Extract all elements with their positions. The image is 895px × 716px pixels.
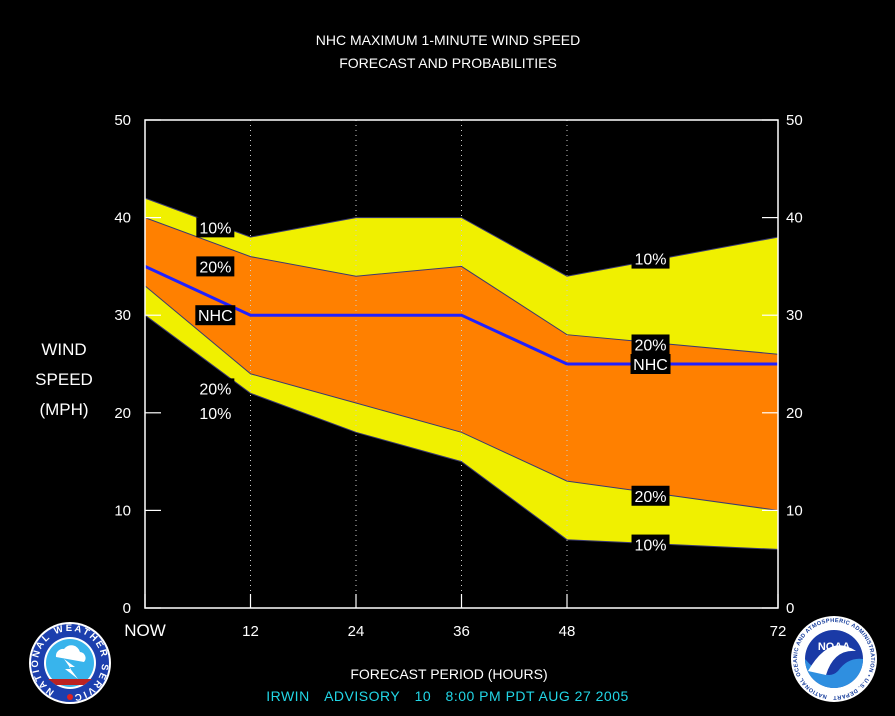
annotation-label: 20% — [635, 489, 667, 506]
noaa-logo: NOAA NATIONAL OCEANIC AND ATMOSPHERIC AD… — [791, 616, 877, 702]
x-axis-label: FORECAST PERIOD (HOURS) — [350, 666, 547, 682]
annotation-box — [196, 402, 235, 423]
noaa-logo-label: NOAA — [818, 641, 850, 653]
series-annotations: 10% 20% NHC 20% 10% 10% 20% NHC 20% 10% — [195, 217, 671, 555]
axis-ticks: 0 0 10 10 20 20 30 30 40 40 50 50 NOW 12 24 36 48 72 — [114, 112, 802, 640]
x-tick-label: 48 — [559, 623, 576, 640]
chart-title-line-2: FORECAST AND PROBABILITIES — [339, 55, 557, 71]
annotation-label: 20% — [199, 259, 231, 276]
y-tick-label-left: 30 — [114, 307, 131, 324]
annotation-label: 20% — [635, 337, 667, 354]
annotation-box — [631, 534, 670, 555]
x-tick-label: NOW — [124, 621, 166, 640]
chart-title-line-1: NHC MAXIMUM 1-MINUTE WIND SPEED — [316, 32, 580, 48]
y-tick-label-right: 10 — [786, 502, 803, 519]
y-tick-label-right: 40 — [786, 210, 803, 227]
advisory-time: 8:00 PM PDT AUG 27 2005 — [445, 688, 629, 704]
y-tick-label-right: 0 — [786, 600, 794, 617]
y-axis-label-line-1: WIND — [41, 340, 86, 359]
series-line-upper-20pct — [144, 217, 779, 355]
annotation-box — [631, 334, 670, 355]
x-tick-label: 24 — [348, 623, 365, 640]
advisory-number: 10 — [414, 688, 432, 704]
y-tick-label-left: 0 — [123, 600, 131, 617]
probability-bands — [145, 198, 778, 550]
annotation-box — [630, 354, 671, 374]
y-tick-label-left: 50 — [114, 112, 131, 129]
advisory-storm-name: IRWIN — [266, 688, 310, 704]
y-axis-label-line-2: SPEED — [35, 370, 93, 389]
y-tick-label-right: 30 — [786, 307, 803, 324]
annotation-label: 10% — [635, 252, 667, 269]
annotation-label: 10% — [635, 538, 667, 555]
annotation-label: NHC — [633, 357, 668, 374]
x-tick-label: 36 — [453, 623, 470, 640]
band-20pct — [145, 217, 778, 511]
y-tick-label-left: 10 — [114, 502, 131, 519]
annotation-label: NHC — [198, 308, 233, 325]
nws-logo: NATIONAL WEATHER SERVICE — [29, 622, 111, 704]
x-tick-label: 12 — [242, 623, 259, 640]
annotation-box — [196, 378, 235, 399]
annotation-label: 10% — [199, 406, 231, 423]
annotation-label: 20% — [199, 381, 231, 398]
annotation-box — [196, 256, 235, 277]
annotation-box — [196, 217, 235, 238]
y-tick-label-right: 50 — [786, 112, 803, 129]
y-tick-label-right: 20 — [786, 405, 803, 422]
annotation-box — [195, 305, 236, 326]
advisory-label: ADVISORY — [324, 688, 401, 704]
y-axis-label-line-3: (MPH) — [39, 400, 88, 419]
y-tick-label-left: 20 — [114, 405, 131, 422]
annotation-label: 10% — [199, 220, 231, 237]
series-line-lower-20pct — [144, 285, 779, 511]
y-tick-label-left: 40 — [114, 210, 131, 227]
annotation-box — [631, 485, 670, 506]
annotation-box — [631, 248, 670, 269]
advisory-line: IRWIN ADVISORY 10 8:00 PM PDT AUG 27 200… — [0, 688, 895, 704]
x-tick-label: 72 — [770, 623, 787, 640]
